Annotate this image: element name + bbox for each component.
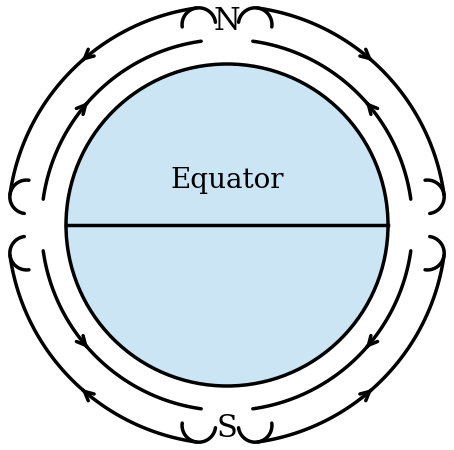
Text: Equator: Equator (170, 167, 284, 194)
Text: S: S (217, 413, 237, 444)
Circle shape (66, 64, 388, 386)
Text: N: N (214, 6, 240, 37)
